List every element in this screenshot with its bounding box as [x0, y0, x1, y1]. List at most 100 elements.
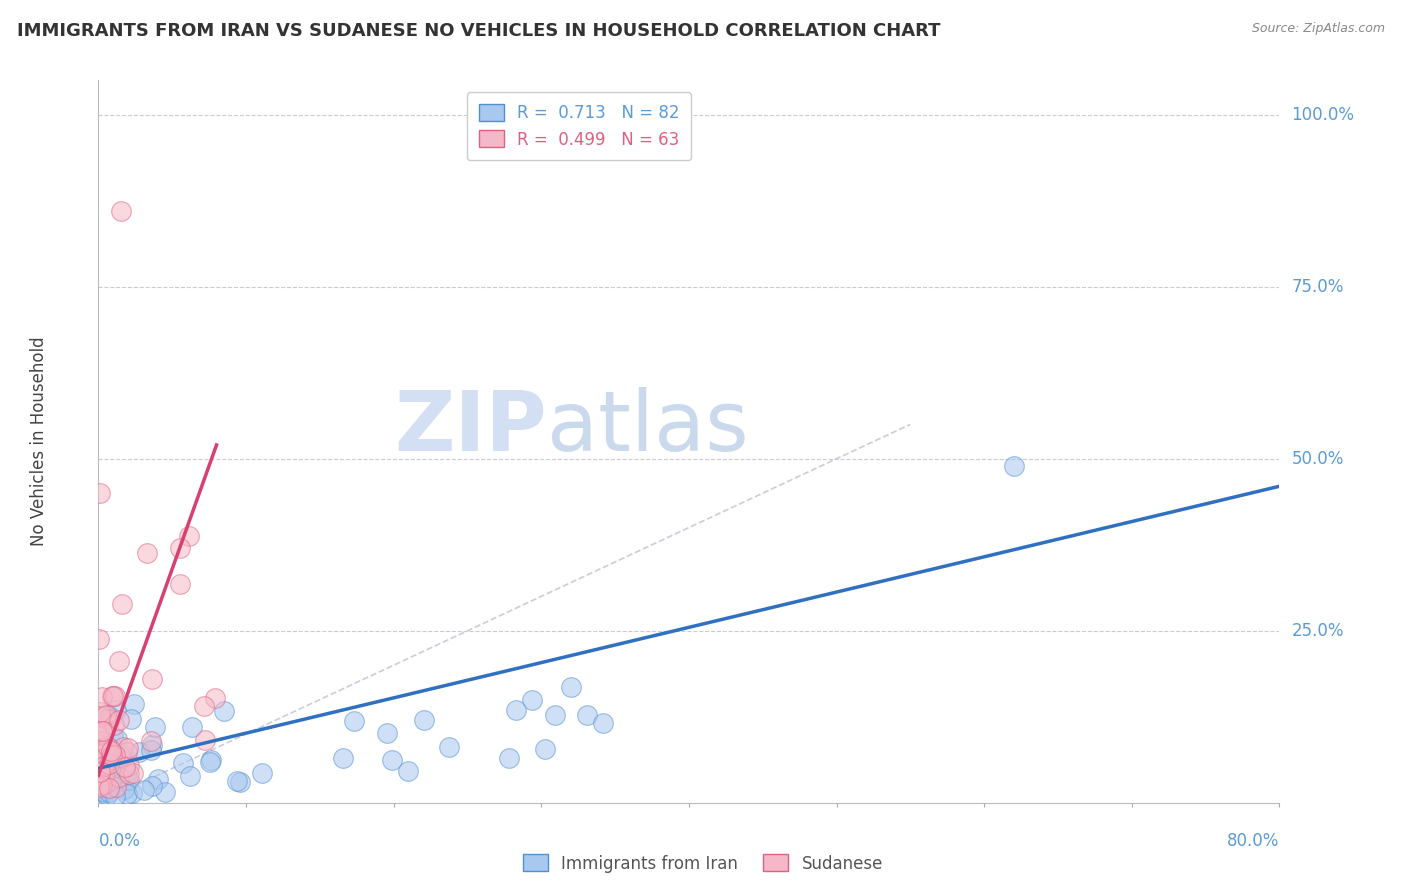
Point	[121, 786, 143, 800]
Point	[575, 708, 598, 723]
Point	[111, 754, 134, 768]
Point	[141, 779, 163, 793]
Point	[94, 772, 117, 786]
Point	[104, 703, 127, 717]
Legend: R =  0.713   N = 82, R =  0.499   N = 63: R = 0.713 N = 82, R = 0.499 N = 63	[467, 92, 692, 161]
Point	[89, 705, 111, 719]
Text: 80.0%: 80.0%	[1227, 831, 1279, 850]
Point	[1002, 458, 1025, 473]
Point	[100, 755, 122, 769]
Point	[100, 747, 122, 762]
Point	[98, 780, 121, 795]
Point	[90, 784, 112, 798]
Point	[100, 771, 122, 785]
Point	[93, 724, 115, 739]
Point	[111, 597, 134, 611]
Point	[200, 753, 222, 767]
Point	[592, 716, 614, 731]
Point	[107, 713, 129, 727]
Point	[117, 764, 139, 778]
Text: atlas: atlas	[547, 386, 749, 467]
Point	[141, 672, 163, 686]
Point	[100, 779, 122, 793]
Point	[93, 768, 115, 782]
Point	[111, 747, 134, 762]
Point	[194, 733, 217, 747]
Point	[100, 741, 122, 756]
Point	[108, 770, 131, 784]
Point	[97, 747, 120, 762]
Point	[87, 778, 110, 792]
Point	[120, 712, 142, 726]
Point	[110, 204, 132, 219]
Point	[177, 528, 200, 542]
Point	[89, 789, 111, 803]
Point	[111, 740, 134, 755]
Point	[98, 777, 121, 791]
Point	[250, 765, 273, 780]
Point	[90, 734, 112, 748]
Point	[87, 751, 110, 765]
Text: Source: ZipAtlas.com: Source: ZipAtlas.com	[1251, 22, 1385, 36]
Point	[104, 780, 127, 795]
Point	[103, 757, 125, 772]
Point	[93, 785, 115, 799]
Point	[103, 748, 125, 763]
Point	[87, 632, 110, 647]
Point	[117, 766, 139, 780]
Point	[91, 767, 114, 781]
Text: 0.0%: 0.0%	[98, 831, 141, 850]
Point	[139, 743, 162, 757]
Point	[101, 759, 124, 773]
Point	[98, 773, 121, 788]
Point	[520, 693, 543, 707]
Point	[94, 777, 117, 791]
Point	[229, 775, 252, 789]
Point	[117, 741, 139, 756]
Point	[100, 749, 122, 764]
Point	[97, 758, 120, 772]
Point	[112, 781, 135, 796]
Point	[89, 770, 111, 784]
Point	[89, 756, 111, 771]
Point	[179, 769, 201, 783]
Point	[172, 756, 194, 771]
Point	[90, 690, 112, 704]
Point	[91, 724, 114, 739]
Point	[97, 784, 120, 798]
Point	[193, 699, 215, 714]
Point	[332, 751, 354, 765]
Point	[124, 697, 146, 711]
Point	[128, 745, 150, 759]
Point	[93, 757, 115, 772]
Point	[104, 789, 127, 803]
Text: 25.0%: 25.0%	[1291, 622, 1344, 640]
Point	[89, 775, 111, 789]
Point	[91, 771, 114, 785]
Point	[100, 689, 122, 703]
Point	[141, 738, 163, 752]
Point	[87, 723, 110, 737]
Point	[153, 785, 176, 799]
Point	[498, 751, 520, 765]
Point	[115, 768, 138, 782]
Point	[534, 742, 557, 756]
Point	[96, 741, 118, 756]
Point	[226, 774, 249, 789]
Point	[100, 753, 122, 767]
Point	[96, 788, 118, 802]
Point	[104, 774, 127, 789]
Point	[94, 780, 117, 794]
Point	[169, 577, 191, 591]
Point	[110, 749, 132, 764]
Point	[134, 783, 156, 797]
Text: 50.0%: 50.0%	[1291, 450, 1344, 467]
Point	[97, 745, 120, 759]
Point	[98, 709, 121, 723]
Point	[437, 739, 460, 754]
Point	[560, 680, 582, 694]
Point	[93, 746, 115, 760]
Point	[143, 720, 166, 734]
Point	[505, 703, 527, 717]
Point	[89, 788, 111, 802]
